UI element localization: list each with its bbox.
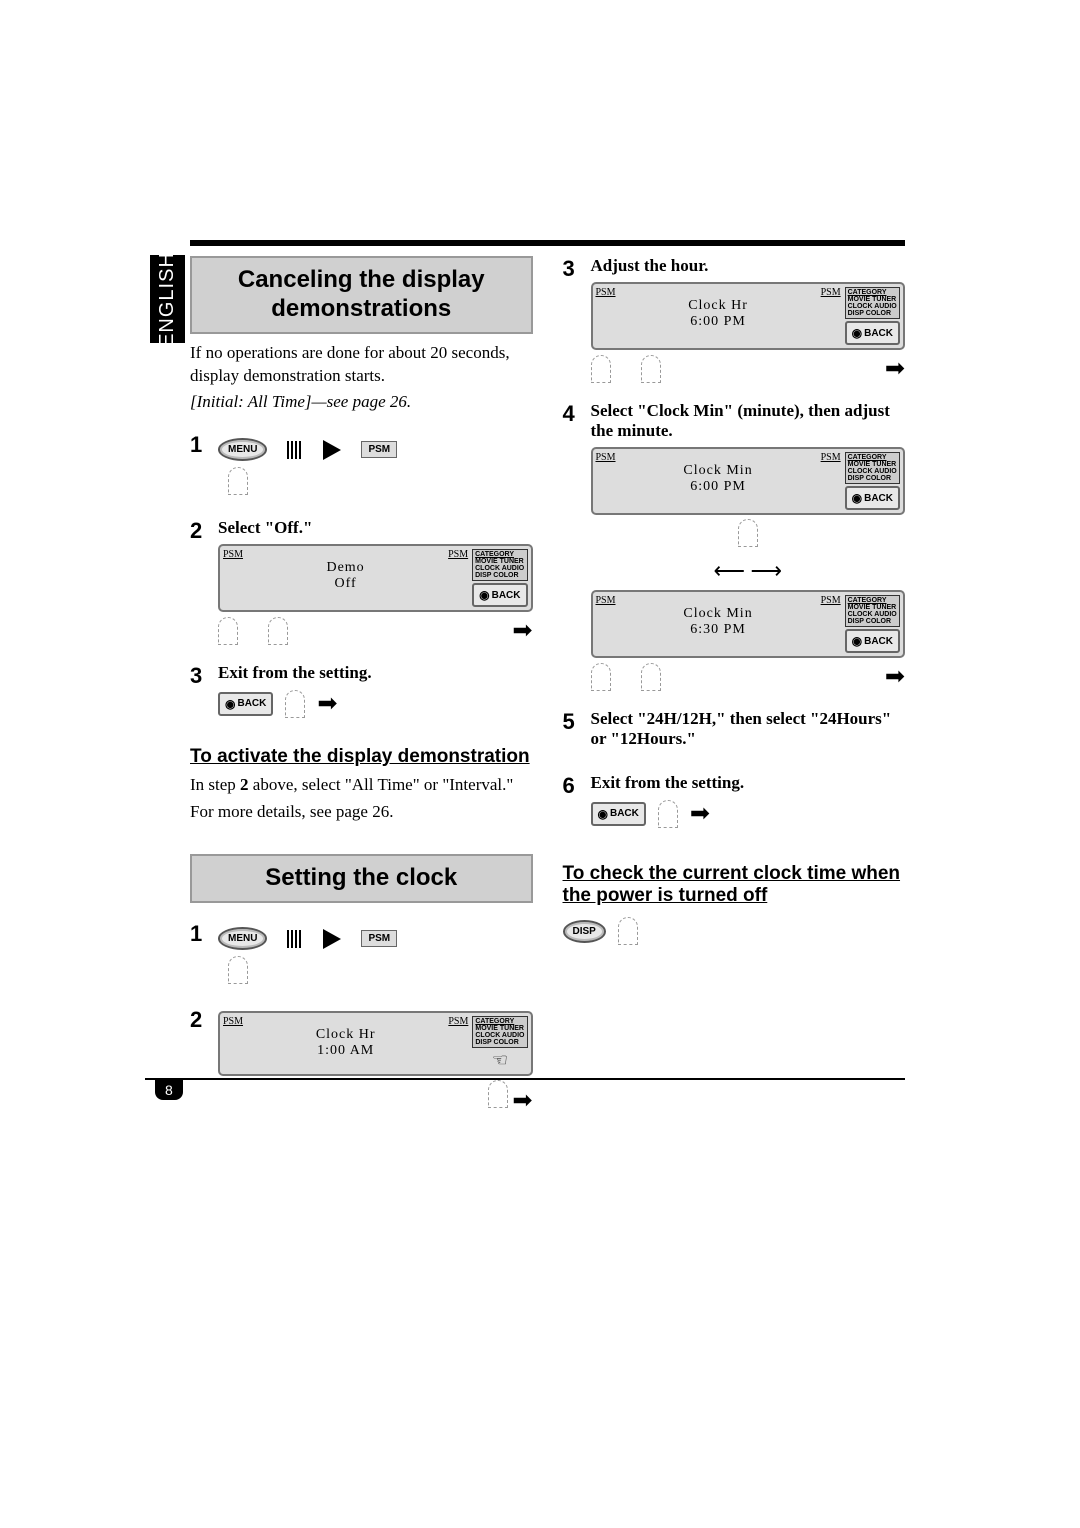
hand-icon bbox=[218, 617, 238, 645]
hand-icon bbox=[268, 617, 288, 645]
hand-icon bbox=[591, 663, 611, 691]
step-number: 6 bbox=[563, 773, 581, 799]
category-box: CATEGORYMOVIE TUNERCLOCK AUDIODISP COLOR bbox=[845, 452, 900, 484]
right-step-5: 5 Select "24H/12H," then select "24Hours… bbox=[563, 709, 906, 755]
step-number: 2 bbox=[190, 1007, 208, 1033]
clock-step-2: 2 PSMPSM Clock Hr 1:00 AM CATEGORYMOVIE … bbox=[190, 1007, 533, 1115]
right-step-3: 3 Adjust the hour. PSMPSM Clock Hr 6:00 … bbox=[563, 256, 906, 383]
lcd-clock-hr-diagram: PSMPSM Clock Hr 1:00 AM CATEGORYMOVIE TU… bbox=[218, 1011, 533, 1076]
menu-button-icon: MENU bbox=[218, 927, 267, 950]
psm-box-icon: PSM bbox=[361, 930, 397, 947]
step-number: 3 bbox=[563, 256, 581, 282]
psm-box-icon: PSM bbox=[361, 441, 397, 458]
subsection-activate: To activate the display demonstration bbox=[190, 746, 533, 768]
hand-icon bbox=[488, 1080, 508, 1108]
arrow-right-icon bbox=[323, 440, 341, 460]
intro-text-1: If no operations are done for about 20 s… bbox=[190, 342, 533, 388]
hand-icon bbox=[285, 690, 305, 718]
right-step-6-label: Exit from the setting. bbox=[591, 773, 906, 793]
back-button-icon: BACK bbox=[845, 321, 900, 345]
footer-rule bbox=[145, 1078, 905, 1080]
arrow-right-icon: ➡ bbox=[317, 689, 337, 718]
lcd-demo-diagram: PSMPSM Demo Off CATEGORYMOVIE TUNERCLOCK… bbox=[218, 544, 533, 612]
back-button-icon: BACK bbox=[591, 802, 646, 826]
arrow-right-icon: ➡ bbox=[512, 616, 532, 645]
back-button-icon: BACK bbox=[845, 629, 900, 653]
hand-icon bbox=[641, 663, 661, 691]
arrow-right-icon: ➡ bbox=[885, 662, 905, 691]
sub-body-1: In step 2 above, select "All Time" or "I… bbox=[190, 774, 533, 797]
step-number: 3 bbox=[190, 663, 208, 689]
right-step-4-label: Select "Clock Min" (minute), then adjust… bbox=[591, 401, 906, 441]
right-step-5-label: Select "24H/12H," then select "24Hours" … bbox=[591, 709, 906, 749]
sub-body-2: For more details, see page 26. bbox=[190, 801, 533, 824]
double-arrow-icon: ⟵ ⟶ bbox=[591, 558, 906, 584]
right-step-3-label: Adjust the hour. bbox=[591, 256, 906, 276]
back-button-icon: BACK bbox=[845, 486, 900, 510]
lcd-clock-min-a: PSMPSM Clock Min 6:00 PM CATEGORYMOVIE T… bbox=[591, 447, 906, 515]
step-number: 4 bbox=[563, 401, 581, 427]
section-title-clock: Setting the clock bbox=[190, 854, 533, 903]
hand-icon bbox=[618, 917, 638, 945]
hand-icon bbox=[641, 355, 661, 383]
step-number: 1 bbox=[190, 432, 208, 458]
subsection-check-clock: To check the current clock time when the… bbox=[563, 863, 906, 907]
step-3-label: Exit from the setting. bbox=[218, 663, 533, 683]
step-2-label: Select "Off." bbox=[218, 518, 533, 538]
category-box: CATEGORYMOVIE TUNERCLOCK AUDIODISP COLOR bbox=[845, 595, 900, 627]
left-step-1: 1 MENU PSM bbox=[190, 432, 533, 500]
left-column: Canceling the display demonstrations If … bbox=[145, 256, 533, 1115]
arrow-right-icon: ➡ bbox=[885, 354, 905, 383]
left-step-3: 3 Exit from the setting. BACK ➡ bbox=[190, 663, 533, 718]
category-box: CATEGORYMOVIE TUNERCLOCK AUDIODISP COLOR bbox=[472, 549, 527, 581]
hand-icon bbox=[591, 355, 611, 383]
menu-button-icon: MENU bbox=[218, 438, 267, 461]
arrow-right-icon: ➡ bbox=[512, 1088, 532, 1114]
hand-icon bbox=[658, 800, 678, 828]
intro-text-2: [Initial: All Time]—see page 26. bbox=[190, 391, 533, 414]
hand-icon bbox=[228, 467, 248, 495]
hand-icon bbox=[228, 956, 248, 984]
stripes-icon bbox=[287, 441, 303, 459]
section-title-canceling: Canceling the display demonstrations bbox=[190, 256, 533, 334]
disp-button-icon: DISP bbox=[563, 920, 606, 943]
arrow-right-icon: ➡ bbox=[690, 799, 710, 828]
right-column: 3 Adjust the hour. PSMPSM Clock Hr 6:00 … bbox=[563, 256, 906, 1115]
clock-step-1: 1 MENU PSM bbox=[190, 921, 533, 989]
hand-icon bbox=[738, 519, 758, 547]
left-step-2: 2 Select "Off." PSMPSM Demo Off CATEGORY… bbox=[190, 518, 533, 645]
back-button-icon: BACK bbox=[218, 692, 273, 716]
back-button-icon: BACK bbox=[472, 583, 527, 607]
page-content: Canceling the display demonstrations If … bbox=[145, 240, 905, 1115]
step-number: 5 bbox=[563, 709, 581, 735]
arrow-right-icon bbox=[323, 929, 341, 949]
category-box: CATEGORYMOVIE TUNERCLOCK AUDIODISP COLOR bbox=[845, 287, 900, 319]
right-step-4: 4 Select "Clock Min" (minute), then adju… bbox=[563, 401, 906, 691]
step-number: 1 bbox=[190, 921, 208, 947]
category-box: CATEGORYMOVIE TUNERCLOCK AUDIODISP COLOR bbox=[472, 1016, 527, 1048]
lcd-clock-min-b: PSMPSM Clock Min 6:30 PM CATEGORYMOVIE T… bbox=[591, 590, 906, 658]
right-step-6: 6 Exit from the setting. BACK ➡ bbox=[563, 773, 906, 828]
stripes-icon bbox=[287, 930, 303, 948]
page-number: 8 bbox=[155, 1080, 183, 1100]
step-number: 2 bbox=[190, 518, 208, 544]
lcd-adjust-hour: PSMPSM Clock Hr 6:00 PM CATEGORYMOVIE TU… bbox=[591, 282, 906, 350]
top-rule bbox=[190, 240, 905, 246]
